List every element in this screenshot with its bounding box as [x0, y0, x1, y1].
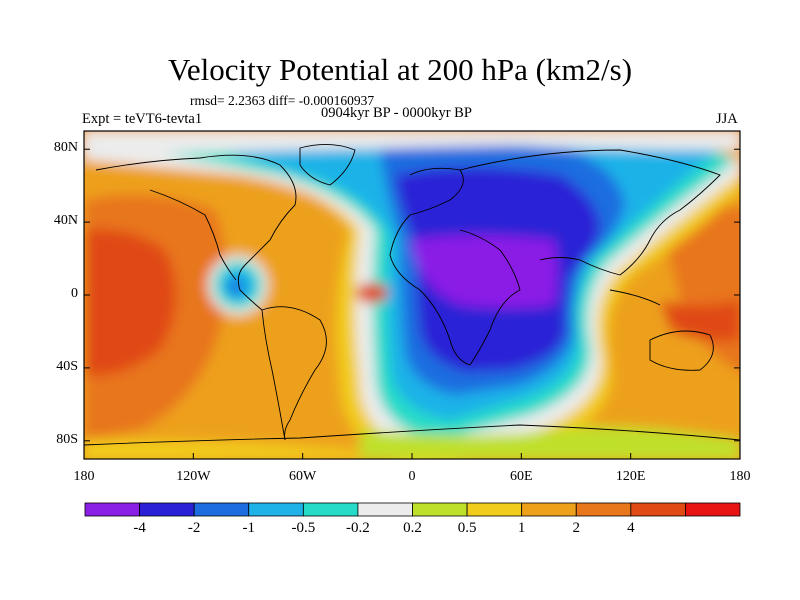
x-tick-label: 180: [729, 469, 751, 484]
experiment-label: Expt = teVT6-tevta1: [82, 111, 203, 127]
colorbar-swatch: [84, 502, 140, 517]
colorbar-swatch: [685, 502, 741, 517]
stats-text: rmsd= 2.2363 diff= -0.000160937: [190, 93, 375, 108]
y-tick-label: 40S: [56, 358, 78, 374]
contour-field: [84, 131, 740, 459]
colorbar-label: 0.2: [403, 520, 422, 536]
colorbar-swatch: [466, 502, 523, 517]
x-tick-label: 180: [73, 469, 95, 484]
period-label: 0904kyr BP - 0000kyr BP: [321, 105, 472, 121]
colorbar-swatch: [357, 502, 413, 517]
colorbar-label: -2: [187, 520, 201, 536]
colorbar-swatch: [575, 502, 632, 517]
x-tick-label: 60E: [510, 469, 533, 484]
y-tick-label: 80S: [56, 431, 78, 447]
colorbar-swatch: [521, 502, 577, 517]
colorbar-label: 2: [572, 520, 581, 536]
x-tick-label: 60W: [289, 469, 317, 484]
colorbar-swatch: [412, 502, 468, 517]
colorbar-swatch: [302, 502, 359, 517]
colorbar-label: 1: [517, 520, 526, 536]
colorbar-label: -4: [133, 520, 146, 536]
coastlines: [84, 144, 740, 446]
y-tick-label: 0: [71, 286, 78, 301]
colorbar-swatch: [193, 502, 250, 517]
x-tick-label: 120W: [176, 469, 211, 484]
x-tick-label: 120E: [615, 469, 646, 484]
x-tick-label: 0: [408, 469, 416, 484]
colorbar-swatch: [139, 502, 195, 517]
colorbar-swatch: [248, 502, 304, 517]
y-tick-label: 40N: [53, 213, 78, 229]
y-tick-label: 80N: [53, 140, 78, 156]
colorbar-label: 0.5: [457, 520, 477, 536]
colorbar-swatch: [630, 502, 686, 517]
chart-title: Velocity Potential at 200 hPa (km2/s): [167, 52, 633, 87]
season-label: JJA: [716, 111, 738, 127]
colorbar-label: -0.5: [291, 520, 316, 536]
colorbar-label: 4: [627, 520, 635, 536]
colorbar-label: -0.2: [346, 520, 370, 536]
colorbar: [84, 502, 741, 517]
colorbar-label: -1: [242, 520, 256, 536]
